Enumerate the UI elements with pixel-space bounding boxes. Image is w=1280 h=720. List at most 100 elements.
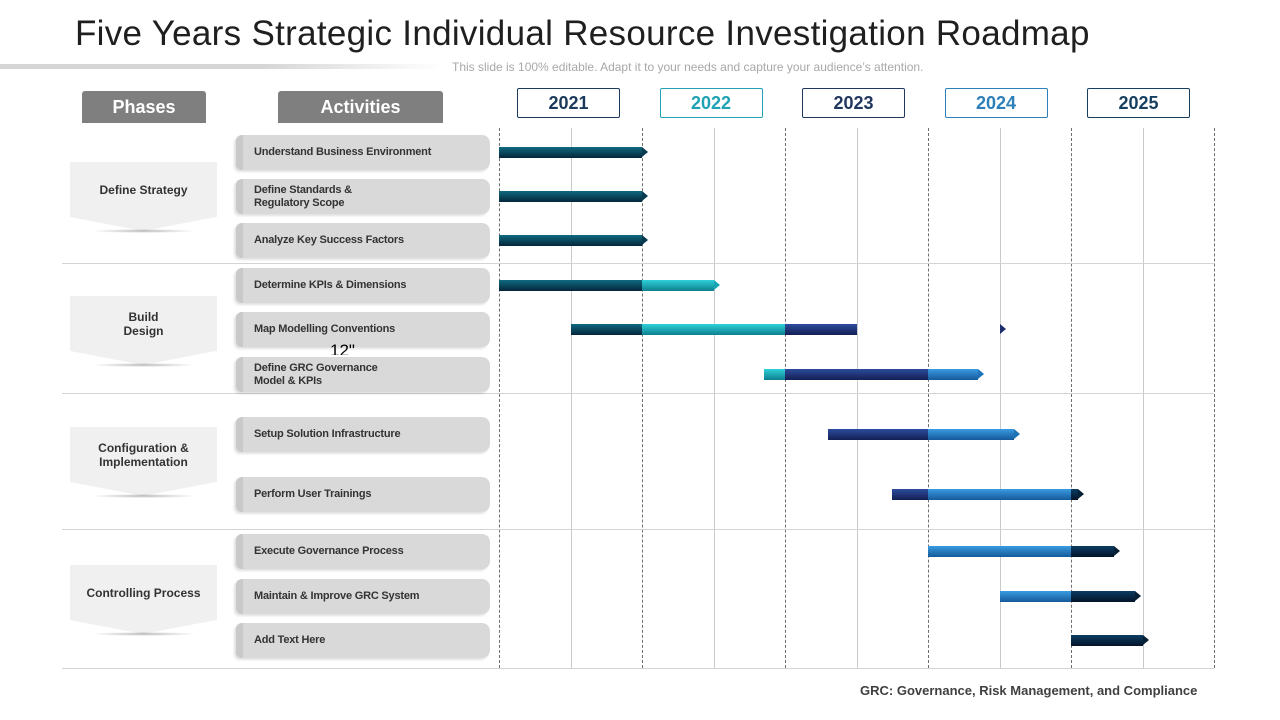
activity-label: Maintain & Improve GRC System [254, 590, 420, 602]
phase-shadow [90, 229, 197, 233]
activity-label: Understand Business Environment [254, 146, 432, 158]
page-subtitle: This slide is 100% editable. Adapt it to… [452, 60, 924, 74]
phase-separator [62, 263, 1214, 264]
footnote: GRC: Governance, Risk Management, and Co… [860, 683, 1198, 698]
gantt-bar [499, 147, 648, 158]
activity-row: Understand Business Environment [236, 135, 490, 170]
gantt-bar [499, 235, 648, 246]
phase-shadow [90, 632, 197, 636]
activity-row: Map Modelling Conventions [236, 312, 490, 347]
page-title: Five Years Strategic Individual Resource… [75, 14, 1090, 53]
gantt-bar [892, 489, 1085, 500]
phase-separator [62, 393, 1214, 394]
gantt-bar-segment [499, 147, 642, 158]
activity-label: Determine KPIs & Dimensions [254, 279, 407, 291]
gantt-bar [1071, 635, 1149, 646]
gantt-bar-segment [642, 280, 714, 291]
gantt-bar [570, 324, 1006, 335]
activity-row: Determine KPIs & Dimensions [236, 268, 490, 303]
gantt-bar [763, 369, 985, 380]
phase-arrow-tip [70, 620, 216, 634]
gantt-bar-segment [1071, 591, 1136, 602]
activity-row: Setup Solution Infrastructure [236, 417, 490, 452]
activity-row: Add Text Here [236, 623, 490, 658]
phases-header: Phases [82, 91, 206, 123]
gantt-bar-segment [499, 235, 642, 246]
activity-row: Perform User Trainings [236, 477, 490, 512]
gantt-bar [999, 591, 1142, 602]
title-underline [0, 64, 440, 69]
gantt-bar-arrow [642, 235, 648, 245]
gantt-bar-segment [927, 429, 1014, 440]
year-2022: 2022 [659, 88, 763, 118]
activity-row: Analyze Key Success Factors [236, 223, 490, 258]
gantt-bar-segment [642, 324, 785, 335]
gantt-bar-segment [928, 489, 1071, 500]
gantt-bar-segment [927, 369, 979, 380]
phase-4: Controlling Process [70, 565, 217, 636]
gantt-bar-segment [570, 324, 642, 335]
gantt-bar-segment [928, 546, 1071, 557]
activity-row: Define GRC Governance Model & KPIs [236, 357, 490, 392]
phase-1: Define Strategy [70, 162, 217, 233]
gantt-bar-arrow [1113, 546, 1120, 556]
gantt-bar-segment [784, 369, 928, 380]
activity-label: Setup Solution Infrastructure [254, 428, 401, 440]
gantt-bar [499, 280, 720, 291]
gantt-bar [928, 546, 1120, 557]
stray-text: 12" [330, 344, 355, 355]
phase-3: Configuration & Implementation [70, 427, 217, 498]
gantt-bar-arrow [999, 324, 1006, 334]
gantt-bar-arrow [642, 191, 648, 201]
phase-arrow-tip [70, 217, 216, 231]
year-gridline [785, 128, 786, 668]
phase-label: Define Strategy [70, 162, 217, 217]
gantt-bar [499, 191, 648, 202]
half-year-gridline [713, 128, 715, 668]
activity-label: Map Modelling Conventions [254, 323, 396, 335]
year-gridline [499, 128, 500, 668]
gantt-bar-arrow [1078, 489, 1085, 499]
phase-shadow [90, 494, 197, 498]
year-gridline [1071, 128, 1072, 668]
gantt-bar-segment [1071, 546, 1114, 557]
gantt-bar-arrow [642, 147, 648, 157]
gantt-bar-arrow [978, 369, 985, 379]
activity-label: Execute Governance Process [254, 545, 404, 557]
year-2021: 2021 [517, 88, 620, 118]
phase-separator [62, 668, 1214, 669]
gantt-bar-segment [892, 489, 928, 500]
half-year-gridline [1142, 128, 1144, 668]
gantt-bar-segment [785, 324, 857, 335]
activity-label: Define Standards & Regulatory Scope [254, 183, 352, 209]
activities-header: Activities [278, 91, 443, 123]
gantt-bar-segment [1071, 489, 1079, 500]
phase-label: Configuration & Implementation [70, 427, 217, 482]
half-year-gridline [999, 128, 1001, 668]
gantt-bar-arrow [1135, 591, 1142, 601]
year-gridline [642, 128, 643, 668]
year-gridline [1214, 128, 1215, 668]
year-2025: 2025 [1087, 88, 1190, 118]
activity-row: Define Standards & Regulatory Scope [236, 179, 490, 214]
phase-arrow-tip [70, 351, 216, 365]
gantt-bar-segment [499, 280, 642, 291]
phase-label: Build Design [70, 296, 217, 351]
year-2023: 2023 [802, 88, 905, 118]
activity-row: Maintain & Improve GRC System [236, 579, 490, 614]
activity-row: Execute Governance Process [236, 534, 490, 569]
gantt-bar-arrow [1142, 635, 1149, 645]
activity-label: Add Text Here [254, 634, 326, 646]
activity-label: Define GRC Governance Model & KPIs [254, 361, 378, 387]
phase-separator [62, 529, 1214, 530]
activity-label: Analyze Key Success Factors [254, 234, 404, 246]
gantt-bar-segment [1071, 635, 1143, 646]
gantt-bar [827, 429, 1020, 440]
half-year-gridline [570, 128, 572, 668]
year-2024: 2024 [944, 88, 1048, 118]
gantt-bar-segment [763, 369, 785, 380]
phase-arrow-tip [70, 482, 216, 496]
gantt-bar-segment [827, 429, 928, 440]
activity-label: Perform User Trainings [254, 488, 372, 500]
gantt-bar-arrow [713, 280, 720, 290]
